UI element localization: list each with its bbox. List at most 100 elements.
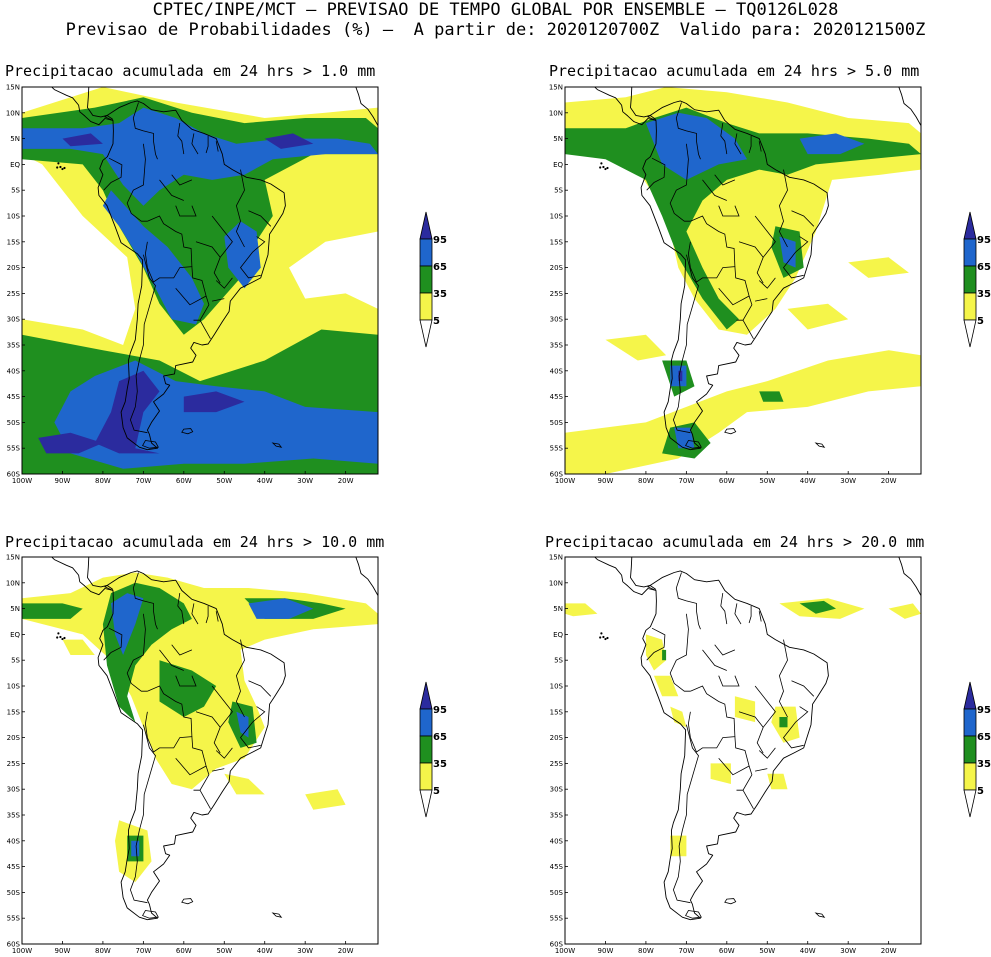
country-border xyxy=(720,123,728,155)
legend-color-below5 xyxy=(419,319,433,348)
lon-label: 50W xyxy=(759,477,775,485)
island xyxy=(142,440,159,449)
country-border xyxy=(159,179,184,201)
country-border xyxy=(758,277,776,289)
probability-area xyxy=(645,634,667,671)
probability-area xyxy=(131,840,140,857)
island xyxy=(724,428,737,435)
legend-color-95plus xyxy=(963,211,977,240)
map-panel-5mm: 15N 10N 5N EQ 5S 10S 15S 20S 25S 30S 35S 40S 45S 50S 5… xyxy=(549,84,922,485)
lon-label: 30W xyxy=(297,947,313,955)
legend-color-below5 xyxy=(963,319,977,348)
legend-color-95plus xyxy=(963,681,977,710)
galapagos-island xyxy=(56,166,59,169)
lat-label: 5S xyxy=(554,187,563,195)
map-frame xyxy=(21,86,379,475)
lon-label: 80W xyxy=(95,477,111,485)
country-border xyxy=(129,724,156,904)
country-border xyxy=(754,685,776,754)
lat-label: EQ xyxy=(10,631,20,639)
country-border xyxy=(758,141,762,152)
caribbean-coastline xyxy=(87,87,114,120)
country-border xyxy=(754,215,776,284)
country-border xyxy=(755,298,768,302)
country-border xyxy=(738,241,764,258)
country-border xyxy=(126,143,148,222)
map-panel-20mm: 15N 10N 5N EQ 5S 10S 15S 20S 25S 30S 35S 40S 45S 50S 5… xyxy=(549,554,922,955)
country-border xyxy=(742,790,754,809)
lat-label: 45S xyxy=(7,393,21,401)
lat-label: 5N xyxy=(553,135,563,143)
probability-area xyxy=(605,334,667,361)
map-panel-1mm: 15N 10N 5N EQ 5S 10S 15S 20S 25S 30S 35S 40S 45S 50S 5… xyxy=(6,84,379,485)
lon-label: 60W xyxy=(719,947,735,955)
probability-area xyxy=(799,133,865,155)
galapagos-island xyxy=(602,635,605,639)
map-panel-10mm: 15N 10N 5N EQ 5S 10S 15S 20S 25S 30S 35S 40S 45S 50S 5… xyxy=(6,554,379,955)
country-border xyxy=(248,210,272,227)
country-border xyxy=(177,593,185,625)
country-border xyxy=(175,205,197,217)
colorbar-legend-1: 95 65 35 5 xyxy=(419,211,447,348)
lat-label: 55S xyxy=(550,915,564,923)
country-border xyxy=(103,157,123,191)
central-america-coastline xyxy=(22,87,114,126)
island xyxy=(271,912,283,918)
country-border xyxy=(212,298,225,302)
island xyxy=(142,910,159,919)
legend-label: 65 xyxy=(977,262,991,273)
lon-label: 100W xyxy=(12,477,32,485)
lat-label: 25S xyxy=(550,760,564,768)
lon-label: 90W xyxy=(598,477,614,485)
lon-label: 90W xyxy=(55,477,71,485)
lon-label: 70W xyxy=(135,947,151,955)
country-border xyxy=(175,675,197,687)
country-border xyxy=(702,649,727,671)
country-border xyxy=(239,706,266,749)
island xyxy=(181,428,194,435)
africa-coastline xyxy=(898,557,921,596)
country-border xyxy=(718,736,750,776)
country-border xyxy=(791,680,815,697)
lat-label: 30S xyxy=(7,786,21,794)
probability-area xyxy=(670,706,687,728)
lat-label: EQ xyxy=(553,161,563,169)
island xyxy=(271,442,283,448)
probability-area xyxy=(22,603,83,619)
galapagos-island xyxy=(61,637,64,641)
legend-label: 95 xyxy=(977,705,991,716)
country-border xyxy=(205,136,209,154)
lon-label: 60W xyxy=(176,477,192,485)
country-border xyxy=(782,236,809,279)
galapagos-island xyxy=(600,162,603,165)
country-border xyxy=(736,295,753,321)
island xyxy=(685,440,702,449)
country-border xyxy=(714,644,736,656)
figure-title-line-2: Previsao de Probabilidades (%) – A parti… xyxy=(65,20,926,40)
country-border xyxy=(734,603,742,625)
lon-label: 20W xyxy=(881,947,897,955)
country-border xyxy=(211,215,233,284)
probability-area xyxy=(183,391,245,413)
probability-area xyxy=(224,773,265,795)
lat-label: 10S xyxy=(7,213,21,221)
country-border xyxy=(778,169,788,248)
galapagos-island xyxy=(600,632,603,635)
galapagos-island xyxy=(604,637,607,641)
colorbar-legend-3: 95 65 35 5 xyxy=(419,681,447,818)
lon-label: 40W xyxy=(800,477,816,485)
country-border xyxy=(199,320,211,339)
country-border xyxy=(646,157,666,191)
legend-color-box xyxy=(963,292,977,321)
galapagos-island xyxy=(63,166,66,170)
country-border xyxy=(248,680,272,697)
lat-label: 50S xyxy=(550,419,564,427)
island xyxy=(181,898,194,905)
country-border xyxy=(742,320,754,339)
probability-area xyxy=(224,221,261,289)
country-border xyxy=(738,711,764,728)
lat-label: 15N xyxy=(549,84,563,92)
caribbean-coastline xyxy=(630,87,657,120)
lat-label: 10N xyxy=(549,579,563,587)
lat-label: 15S xyxy=(550,238,564,246)
